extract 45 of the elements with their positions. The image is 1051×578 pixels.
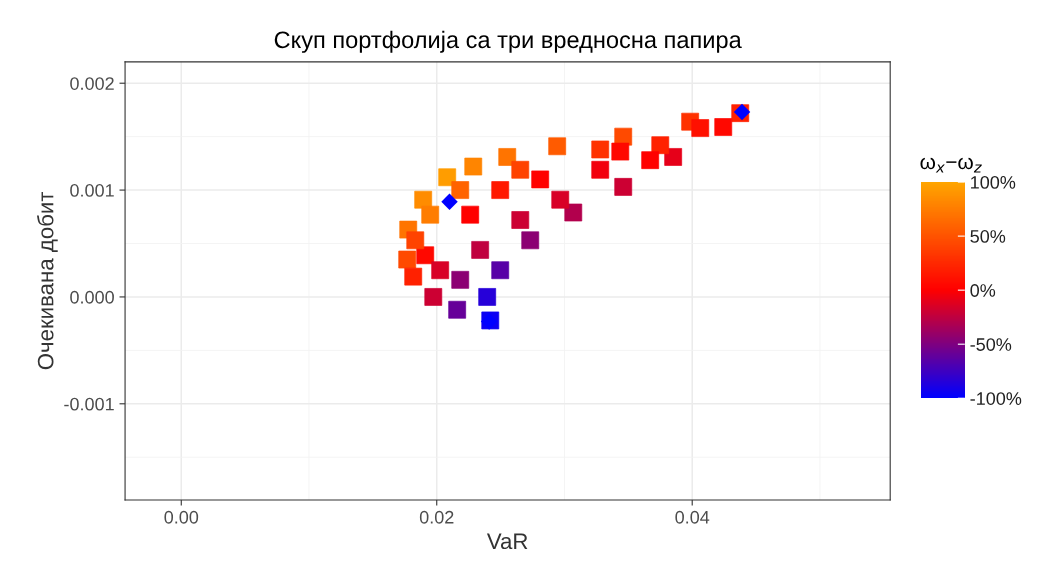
point: [451, 270, 470, 289]
point: [491, 261, 510, 280]
color-bar-label: 100%: [971, 176, 1016, 189]
point: [451, 181, 470, 199]
point: [511, 211, 530, 229]
point: [491, 181, 510, 199]
point: [591, 140, 610, 159]
point: [591, 160, 610, 179]
point: [441, 193, 458, 211]
x-tick-label: 0.04: [675, 510, 710, 524]
point: [614, 178, 633, 196]
point: [611, 142, 630, 161]
point: [641, 151, 660, 170]
color-bar-label: 0%: [970, 284, 996, 297]
point: [448, 300, 467, 319]
point: [461, 205, 480, 224]
y-tick-label: 0.002: [70, 77, 114, 90]
point: [521, 231, 540, 250]
y-tick-label: 0.000: [70, 290, 114, 304]
point: [406, 231, 425, 250]
point: [431, 261, 450, 280]
point: [424, 288, 443, 306]
point: [551, 190, 570, 209]
point: [471, 241, 490, 259]
point: [531, 170, 550, 189]
y-tick-label: -0.001: [64, 397, 114, 411]
y-axis-title: Очекивана добит: [37, 191, 58, 370]
point: [464, 157, 483, 176]
chart-title: Скуп портфолија са три вредносна папира: [274, 30, 742, 53]
point: [404, 267, 423, 286]
point: [398, 250, 417, 269]
point: [511, 160, 530, 179]
point: [478, 288, 497, 306]
color-bar-label: 50%: [970, 230, 1006, 243]
x-axis-title: VaR: [486, 533, 528, 550]
x-tick-label: 0.00: [164, 510, 199, 524]
color-bar-label: -100%: [970, 392, 1022, 405]
x-tick-label: 0.02: [419, 510, 454, 524]
point: [421, 205, 440, 224]
point: [691, 119, 710, 137]
color-bar-label: -50%: [970, 338, 1012, 351]
color-bar-title: ω$_{x}$−ω$_{z}$: [920, 157, 982, 173]
point: [548, 137, 567, 156]
y-tick-label: 0.001: [70, 184, 114, 197]
point: [714, 118, 733, 136]
